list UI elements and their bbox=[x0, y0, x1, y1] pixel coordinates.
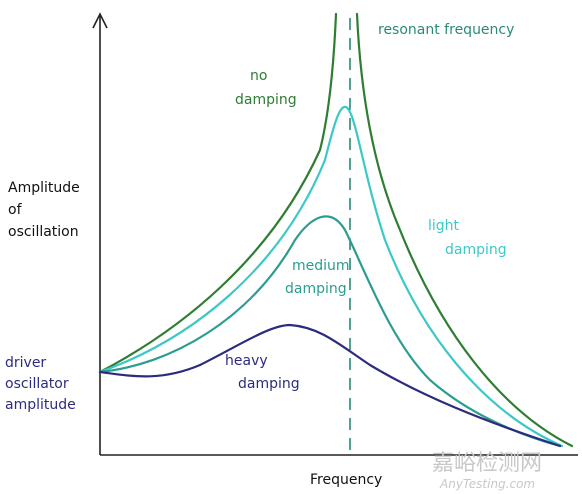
curve-label: damping bbox=[238, 376, 300, 392]
driver-label: driver bbox=[5, 355, 46, 371]
driver-label: oscillator bbox=[5, 376, 69, 392]
no-damping-curve-right bbox=[355, 12, 574, 448]
y-axis-label: of bbox=[8, 202, 23, 218]
y-axis-label: oscillation bbox=[8, 224, 79, 240]
y-axis-label: Amplitude bbox=[8, 180, 80, 196]
no-damping-curve-left bbox=[98, 12, 338, 374]
curve-label: damping bbox=[235, 92, 297, 108]
curve-label: damping bbox=[285, 281, 347, 297]
watermark-url: AnyTesting.com bbox=[439, 477, 535, 491]
medium-damping-curve bbox=[98, 215, 562, 448]
y-axis-arrow bbox=[92, 12, 108, 29]
curve-label: damping bbox=[445, 242, 507, 258]
light-damping-curve bbox=[98, 105, 564, 448]
curve-label: no bbox=[250, 68, 267, 84]
heavy-damping-curve bbox=[98, 323, 562, 448]
x-axis-label: Frequency bbox=[310, 472, 382, 488]
resonance-label: resonant frequency bbox=[378, 22, 514, 38]
curve-label: medium bbox=[292, 258, 350, 274]
driver-label: amplitude bbox=[5, 397, 76, 413]
watermark-title: 嘉峪检测网 bbox=[432, 451, 542, 476]
curve-label: light bbox=[428, 218, 460, 234]
curve-label: heavy bbox=[225, 353, 268, 369]
